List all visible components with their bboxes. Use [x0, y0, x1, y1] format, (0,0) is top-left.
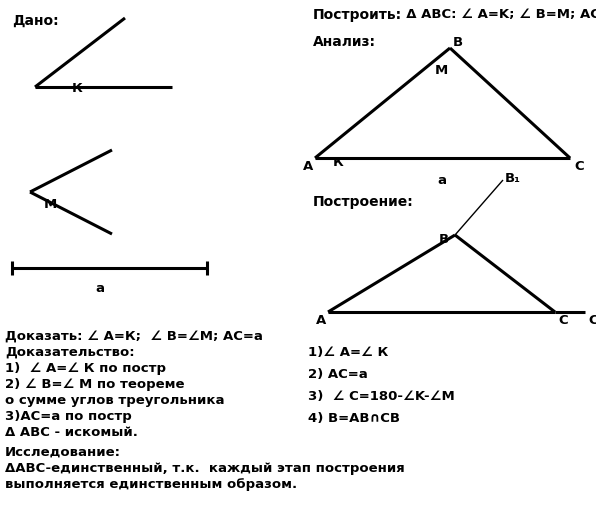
Text: A: A: [303, 160, 313, 173]
Text: a: a: [95, 282, 104, 295]
Text: Анализ:: Анализ:: [313, 35, 376, 49]
Text: Доказательство:: Доказательство:: [5, 346, 135, 359]
Text: 1)∠ A=∠ К: 1)∠ A=∠ К: [308, 346, 388, 359]
Text: Построение:: Построение:: [313, 195, 414, 209]
Text: Построить:: Построить:: [313, 8, 402, 22]
Text: М: М: [435, 64, 448, 77]
Text: Δ ABC - искомый.: Δ ABC - искомый.: [5, 426, 138, 439]
Text: К: К: [72, 82, 83, 95]
Text: B: B: [453, 36, 463, 49]
Text: Дано:: Дано:: [12, 14, 58, 28]
Text: К: К: [333, 156, 344, 169]
Text: C₁: C₁: [588, 314, 596, 327]
Text: 3)AC=a по постр: 3)AC=a по постр: [5, 410, 132, 423]
Text: B: B: [439, 233, 449, 246]
Text: A: A: [316, 314, 326, 327]
Text: Исследование:: Исследование:: [5, 446, 121, 459]
Text: C: C: [574, 160, 583, 173]
Text: М: М: [44, 198, 57, 211]
Text: ΔABC-единственный, т.к.  каждый этап построения: ΔABC-единственный, т.к. каждый этап пост…: [5, 462, 405, 475]
Text: 2) ∠ B=∠ M по теореме: 2) ∠ B=∠ M по теореме: [5, 378, 185, 391]
Text: выполняется единственным образом.: выполняется единственным образом.: [5, 478, 297, 491]
Text: 3)  ∠ C=180-∠K-∠M: 3) ∠ C=180-∠K-∠M: [308, 390, 455, 403]
Text: 2) AC=a: 2) AC=a: [308, 368, 368, 381]
Text: 1)  ∠ A=∠ К по постр: 1) ∠ A=∠ К по постр: [5, 362, 166, 375]
Text: Доказать: ∠ A=К;  ∠ B=∠М; AC=a: Доказать: ∠ A=К; ∠ B=∠М; AC=a: [5, 330, 263, 343]
Text: Δ ABC: ∠ A=K; ∠ B=M; AC=a: Δ ABC: ∠ A=K; ∠ B=M; AC=a: [397, 8, 596, 21]
Text: 4) B=AB∩CB: 4) B=AB∩CB: [308, 412, 400, 425]
Text: о сумме углов треугольника: о сумме углов треугольника: [5, 394, 225, 407]
Text: a: a: [437, 174, 446, 187]
Text: B₁: B₁: [505, 172, 521, 185]
Text: C: C: [558, 314, 567, 327]
